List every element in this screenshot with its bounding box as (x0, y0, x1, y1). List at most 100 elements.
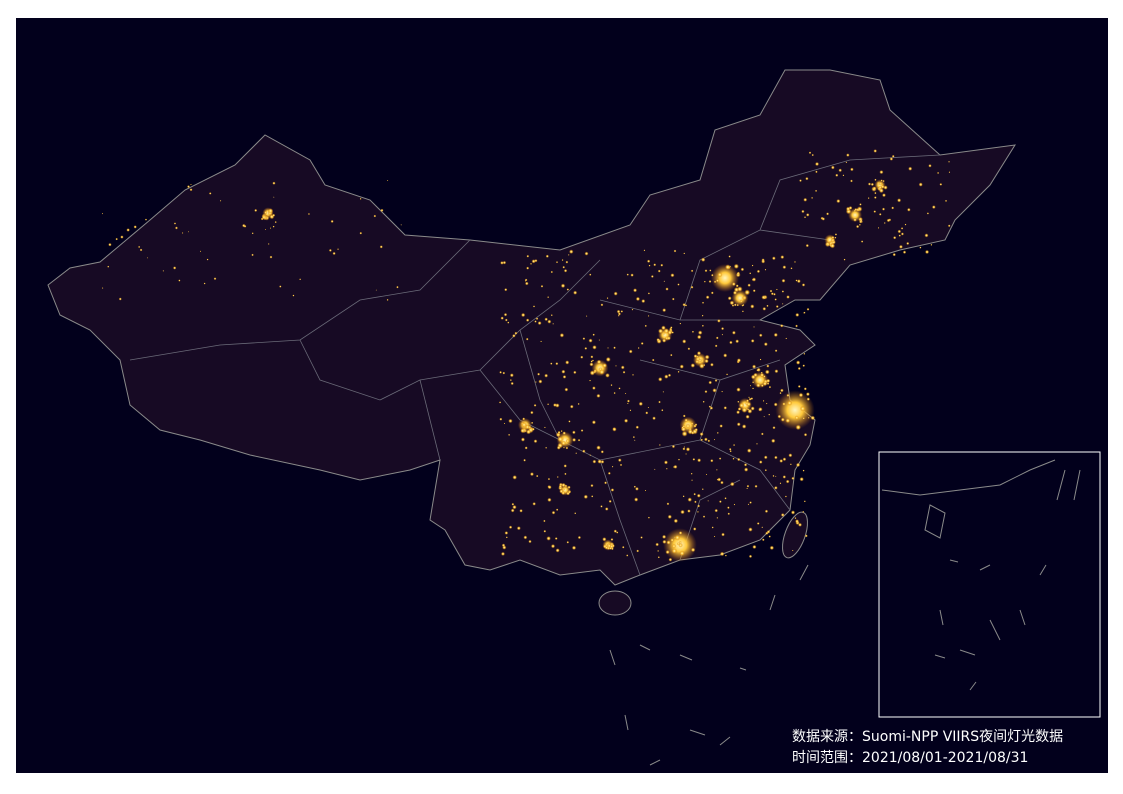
light (740, 267, 745, 272)
light (610, 488, 615, 492)
light (545, 446, 548, 449)
light (651, 358, 655, 362)
light (693, 492, 696, 496)
light (108, 242, 112, 247)
light (645, 411, 649, 415)
light (332, 251, 336, 256)
light (264, 210, 268, 215)
light (561, 259, 564, 262)
light (652, 416, 656, 421)
light (592, 459, 597, 464)
light (658, 377, 663, 382)
light (748, 554, 753, 559)
light (797, 366, 801, 371)
light (797, 384, 801, 388)
light (682, 339, 687, 344)
light (567, 485, 571, 489)
light (524, 446, 528, 450)
light (664, 374, 669, 379)
light (107, 265, 110, 268)
light (705, 295, 710, 300)
light (768, 413, 771, 416)
light (661, 409, 664, 412)
light (924, 249, 930, 255)
light (768, 385, 772, 389)
light (613, 346, 616, 350)
light (667, 514, 672, 519)
light (721, 333, 724, 336)
light (540, 284, 544, 288)
light (803, 197, 808, 202)
light (498, 401, 502, 404)
light (647, 292, 650, 295)
light (618, 387, 621, 390)
light (692, 458, 696, 461)
light (775, 475, 777, 478)
light (543, 529, 547, 533)
light (704, 269, 708, 273)
light (760, 432, 764, 436)
light (632, 373, 634, 376)
land (47, 69, 1016, 766)
light (582, 449, 586, 453)
light (597, 459, 602, 464)
light (272, 225, 275, 228)
light (779, 482, 782, 485)
light (359, 231, 363, 235)
light (803, 387, 807, 391)
light (550, 544, 556, 549)
light (626, 273, 629, 276)
light (736, 422, 741, 427)
light (891, 154, 895, 158)
light (101, 213, 104, 215)
light (373, 214, 377, 218)
light (926, 212, 930, 215)
light (637, 347, 640, 349)
light (337, 248, 339, 251)
light (937, 171, 940, 175)
light (666, 336, 671, 341)
light (853, 209, 856, 213)
light (677, 283, 680, 286)
light (830, 165, 835, 170)
light (877, 227, 880, 229)
light (584, 346, 588, 350)
light (729, 265, 732, 268)
light (359, 197, 362, 200)
light (782, 457, 787, 462)
light (836, 199, 841, 204)
light (782, 475, 787, 479)
light (777, 414, 782, 419)
light (573, 370, 577, 375)
light (802, 469, 805, 472)
light (505, 536, 508, 539)
light (714, 508, 719, 513)
light (749, 501, 752, 504)
light (533, 439, 538, 444)
light (626, 554, 629, 557)
light (776, 288, 778, 291)
light (118, 297, 122, 301)
light (602, 537, 607, 542)
light (874, 191, 877, 195)
light (685, 447, 691, 452)
light (810, 415, 816, 421)
light (709, 406, 714, 410)
light (138, 245, 141, 249)
light (803, 433, 808, 437)
light (739, 299, 743, 303)
light (507, 321, 510, 324)
light (375, 289, 377, 291)
light (723, 406, 728, 410)
light (835, 173, 839, 177)
light (859, 203, 862, 206)
light (547, 497, 552, 503)
light (604, 507, 609, 511)
light (525, 337, 529, 341)
light (208, 192, 212, 195)
light (698, 358, 702, 363)
light (535, 381, 537, 383)
light (750, 304, 755, 309)
light (758, 460, 763, 464)
light (661, 325, 666, 331)
